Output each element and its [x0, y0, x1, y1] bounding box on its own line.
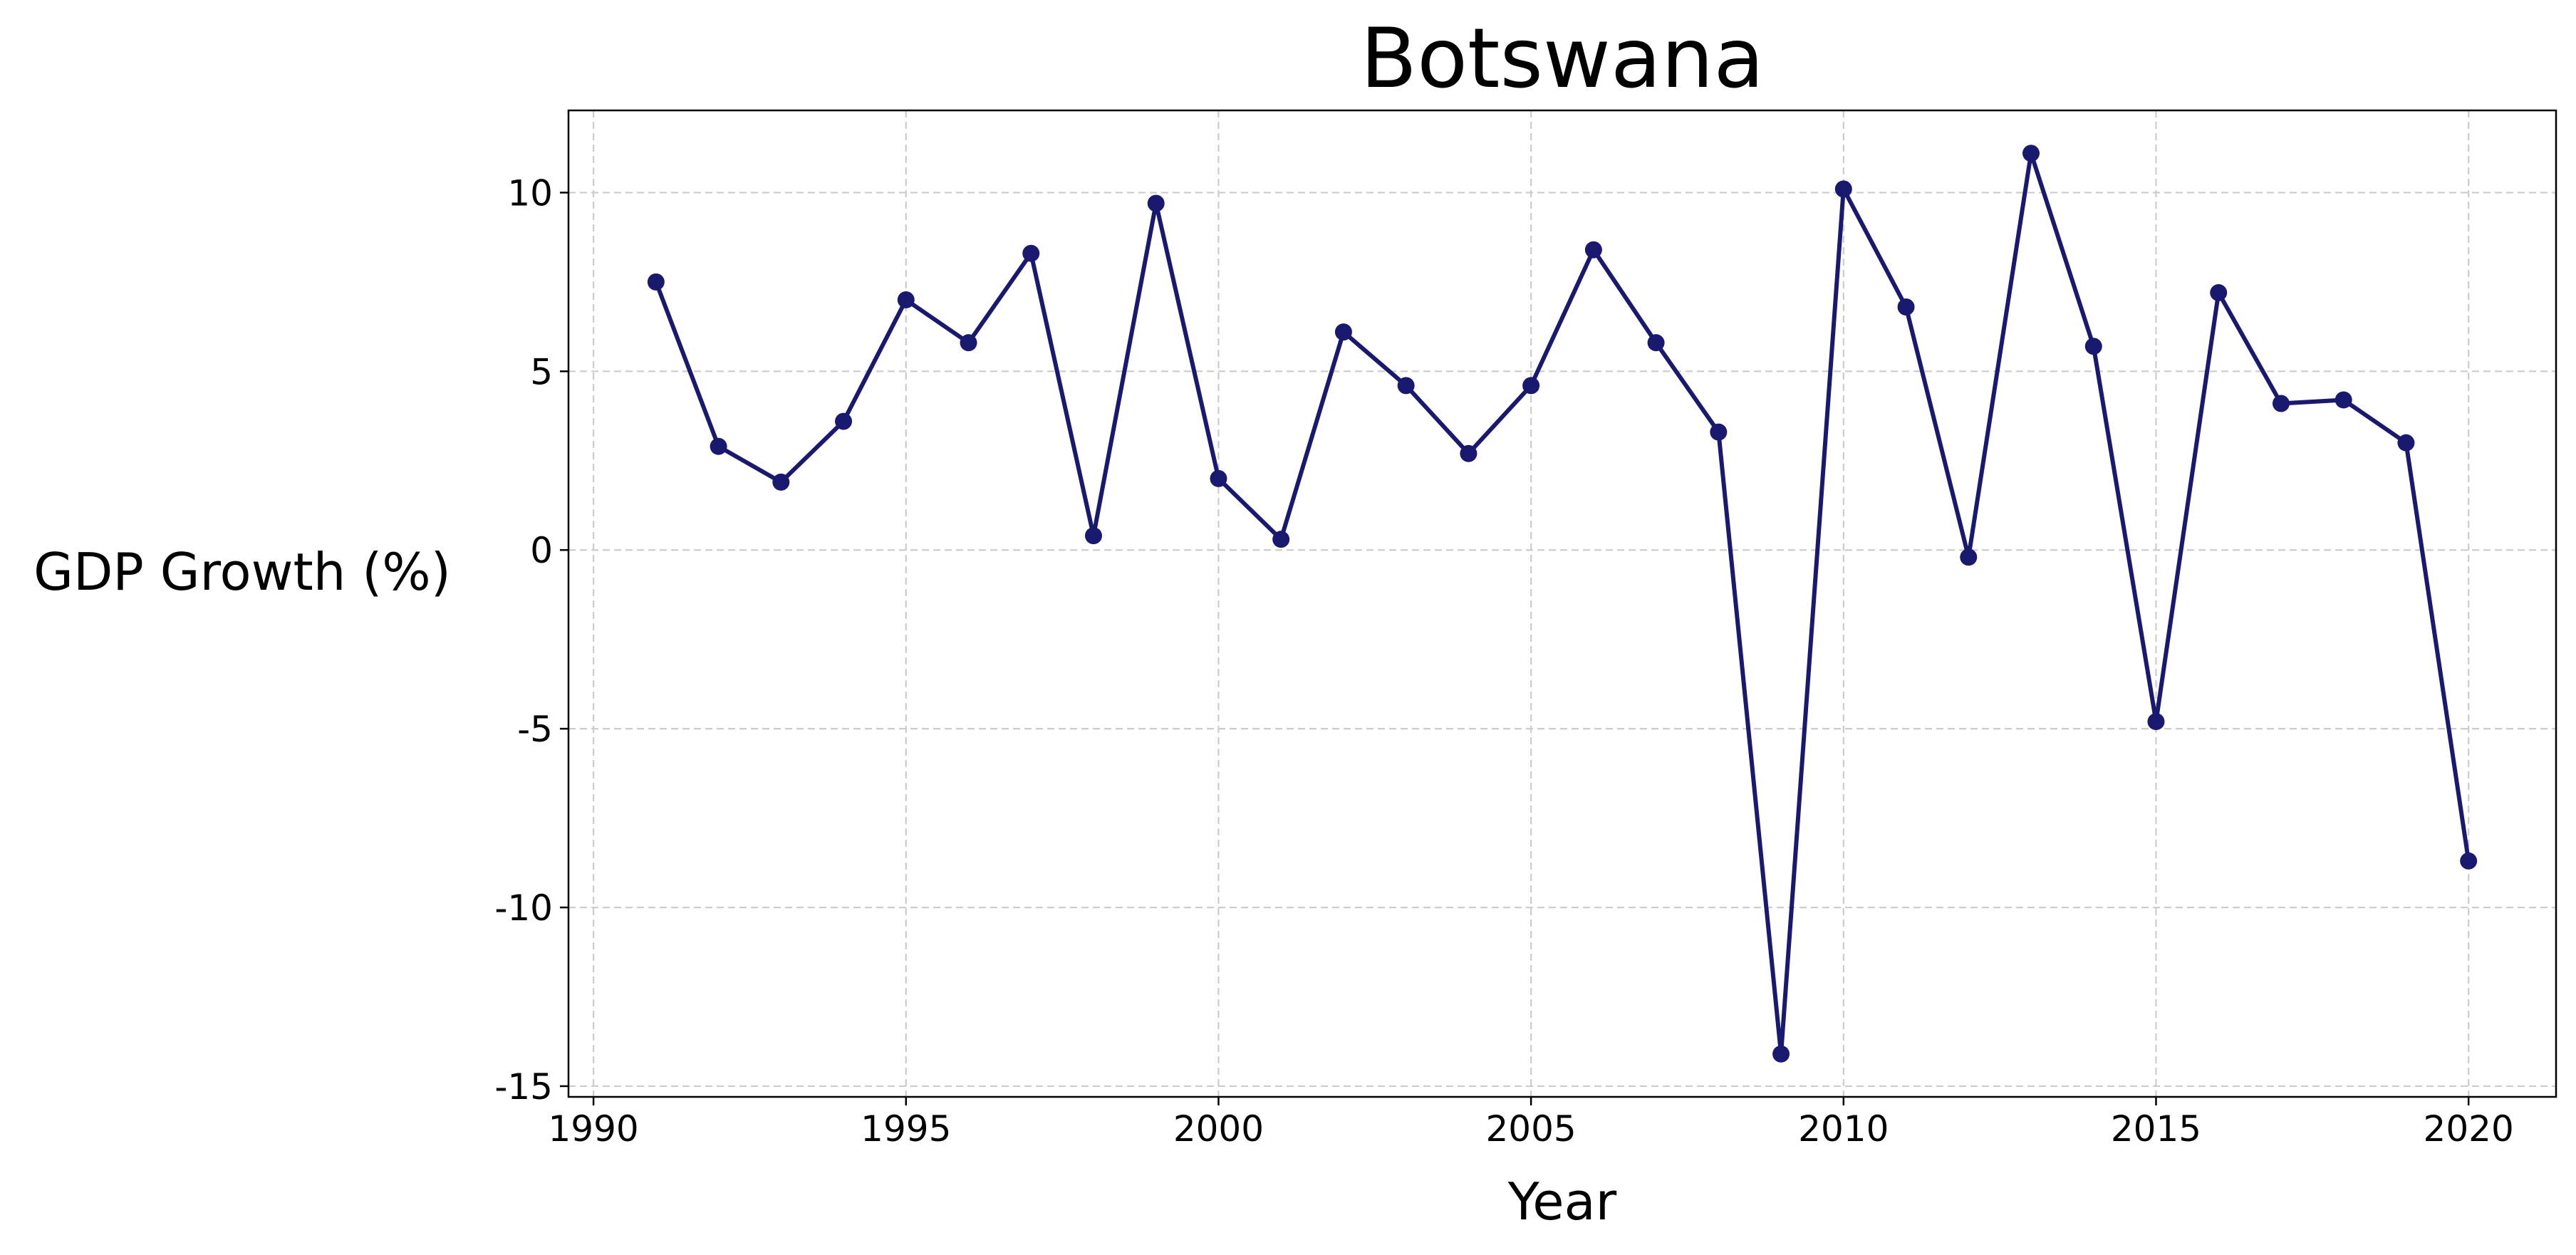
data-point: [1334, 323, 1352, 341]
data-point: [1272, 531, 1290, 548]
y-tick-label: 5: [530, 351, 553, 392]
data-point: [1772, 1045, 1790, 1063]
chart-title: Botswana: [1360, 11, 1764, 107]
y-tick-label: -15: [494, 1066, 553, 1108]
data-point: [897, 291, 915, 308]
data-point: [1834, 180, 1852, 198]
data-point: [1897, 298, 1915, 316]
x-tick-label: 1990: [548, 1108, 638, 1150]
grid-lines: [568, 110, 2556, 1097]
data-point: [1522, 377, 1540, 395]
y-tick-label: -10: [494, 887, 553, 929]
data-point: [1710, 423, 1728, 441]
data-point: [1647, 334, 1665, 352]
data-point: [2272, 395, 2290, 412]
y-tick-label: -5: [517, 709, 553, 750]
data-point: [1584, 241, 1602, 259]
data-point: [1397, 377, 1415, 395]
data-point: [710, 437, 727, 455]
data-point: [2397, 434, 2415, 452]
y-axis-title: GDP Growth (%): [33, 542, 451, 602]
data-point: [960, 334, 977, 352]
y-tick-label: 10: [507, 172, 553, 214]
data-point: [772, 473, 790, 491]
data-point: [835, 412, 853, 430]
series-line: [653, 151, 2471, 1056]
x-tick-label: 2010: [1798, 1108, 1889, 1150]
data-point: [1960, 548, 1978, 566]
data-point: [2084, 338, 2102, 355]
y-tick-label: 0: [530, 530, 553, 571]
x-tick-label: 2015: [2111, 1108, 2201, 1150]
x-tick-label: 1995: [861, 1108, 951, 1150]
data-point: [2334, 391, 2352, 409]
plot-frame: [567, 109, 2557, 1098]
data-point: [2210, 283, 2228, 301]
data-point: [1210, 469, 1227, 487]
x-axis-title: Year: [1507, 1172, 1617, 1231]
data-point: [2022, 145, 2040, 162]
data-point: [1147, 194, 1165, 212]
x-tick-label: 2000: [1173, 1108, 1264, 1150]
data-point: [2460, 852, 2478, 870]
data-point: [1022, 244, 1040, 262]
x-tick-label: 2020: [2424, 1108, 2514, 1150]
data-point: [2147, 713, 2165, 731]
data-point: [1460, 444, 1477, 462]
data-point: [1084, 527, 1102, 545]
x-tick-label: 2005: [1486, 1108, 1577, 1150]
axis-ticks: 1990 1995 2000 2005 2010 2015 2020 -15 -10 -5 0 5 10: [494, 172, 2513, 1150]
series-layer: [647, 145, 2478, 1063]
data-point: [647, 273, 665, 291]
